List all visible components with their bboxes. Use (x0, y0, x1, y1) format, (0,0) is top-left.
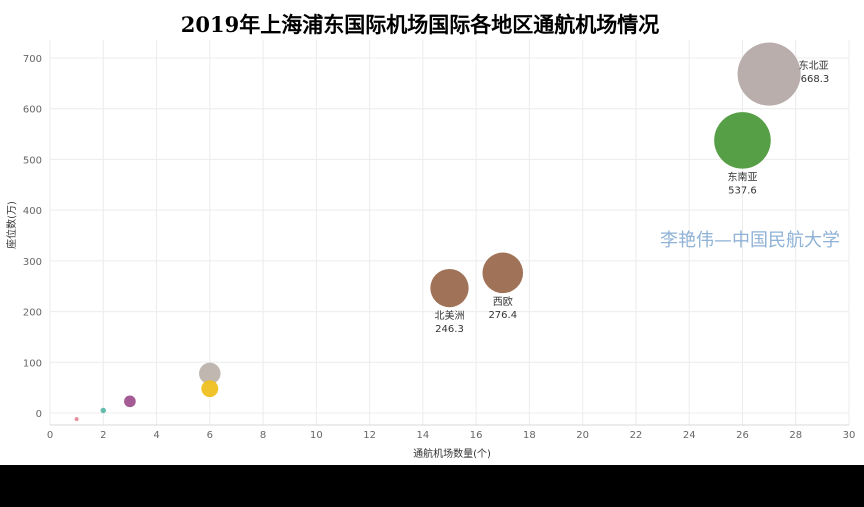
y-axis-label: 座位数(万) (5, 201, 18, 249)
bubble-point (201, 380, 219, 398)
x-tick-label: 22 (630, 430, 643, 441)
bubble-labels: 东北亚 668.3 东南亚 537.6 西欧 276.4 北美洲 246.3 (435, 59, 830, 335)
bubble-point (124, 395, 136, 408)
y-tick-label: 300 (23, 257, 42, 268)
x-tick-label: 0 (47, 430, 53, 441)
x-tick-label: 20 (576, 430, 589, 441)
x-tick-label: 6 (207, 430, 213, 441)
x-tick-label: 10 (310, 430, 323, 441)
chart-background (0, 0, 864, 465)
bubble-point (199, 362, 221, 385)
bubble-value-label: 668.3 (801, 74, 830, 85)
y-tick-label: 0 (36, 409, 42, 420)
x-tick-label: 24 (683, 430, 696, 441)
chart-title: 2019年上海浦东国际机场国际各地区通航机场情况 (181, 12, 659, 37)
watermark: 李艳伟—中国民航大学 (660, 230, 840, 251)
x-tick-label: 4 (153, 430, 159, 441)
bubble-point (714, 112, 771, 169)
y-tick-label: 700 (23, 54, 42, 65)
y-tick-label: 100 (23, 358, 42, 369)
x-tick-label: 18 (523, 430, 536, 441)
bubble-name-label: 北美洲 (435, 309, 465, 322)
y-tick-label: 400 (23, 206, 42, 217)
y-tick-label: 600 (23, 105, 42, 116)
grid (49, 40, 850, 426)
y-tick-label: 500 (23, 155, 42, 166)
x-tick-label: 26 (736, 430, 749, 441)
bubble-point (737, 42, 801, 106)
bubble-point (74, 417, 79, 422)
x-tick-label: 16 (470, 430, 483, 441)
bubbles (74, 42, 801, 422)
x-tick-labels: 0 2 4 6 8 10 12 14 16 18 20 22 24 26 28 30 (47, 430, 856, 441)
bubble-value-label: 276.4 (488, 310, 517, 321)
bubble-name-label: 东北亚 (799, 59, 829, 72)
bubble-point (482, 252, 524, 294)
bubble-name-label: 东南亚 (727, 171, 757, 184)
x-axis-label: 通航机场数量(个) (413, 447, 491, 460)
y-tick-label: 200 (23, 308, 42, 319)
y-tick-labels: 0 100 200 300 400 500 600 700 (23, 54, 42, 420)
bubble-value-label: 537.6 (728, 186, 757, 197)
bubble-value-label: 246.3 (435, 324, 464, 335)
x-tick-label: 2 (100, 430, 106, 441)
x-tick-label: 30 (843, 430, 856, 441)
x-tick-label: 8 (260, 430, 266, 441)
x-tick-label: 28 (789, 430, 802, 441)
bubble-point (100, 407, 106, 414)
x-tick-label: 14 (416, 430, 429, 441)
x-tick-label: 12 (363, 430, 376, 441)
bubble-name-label: 西欧 (493, 296, 513, 308)
bubble-point (430, 268, 469, 308)
